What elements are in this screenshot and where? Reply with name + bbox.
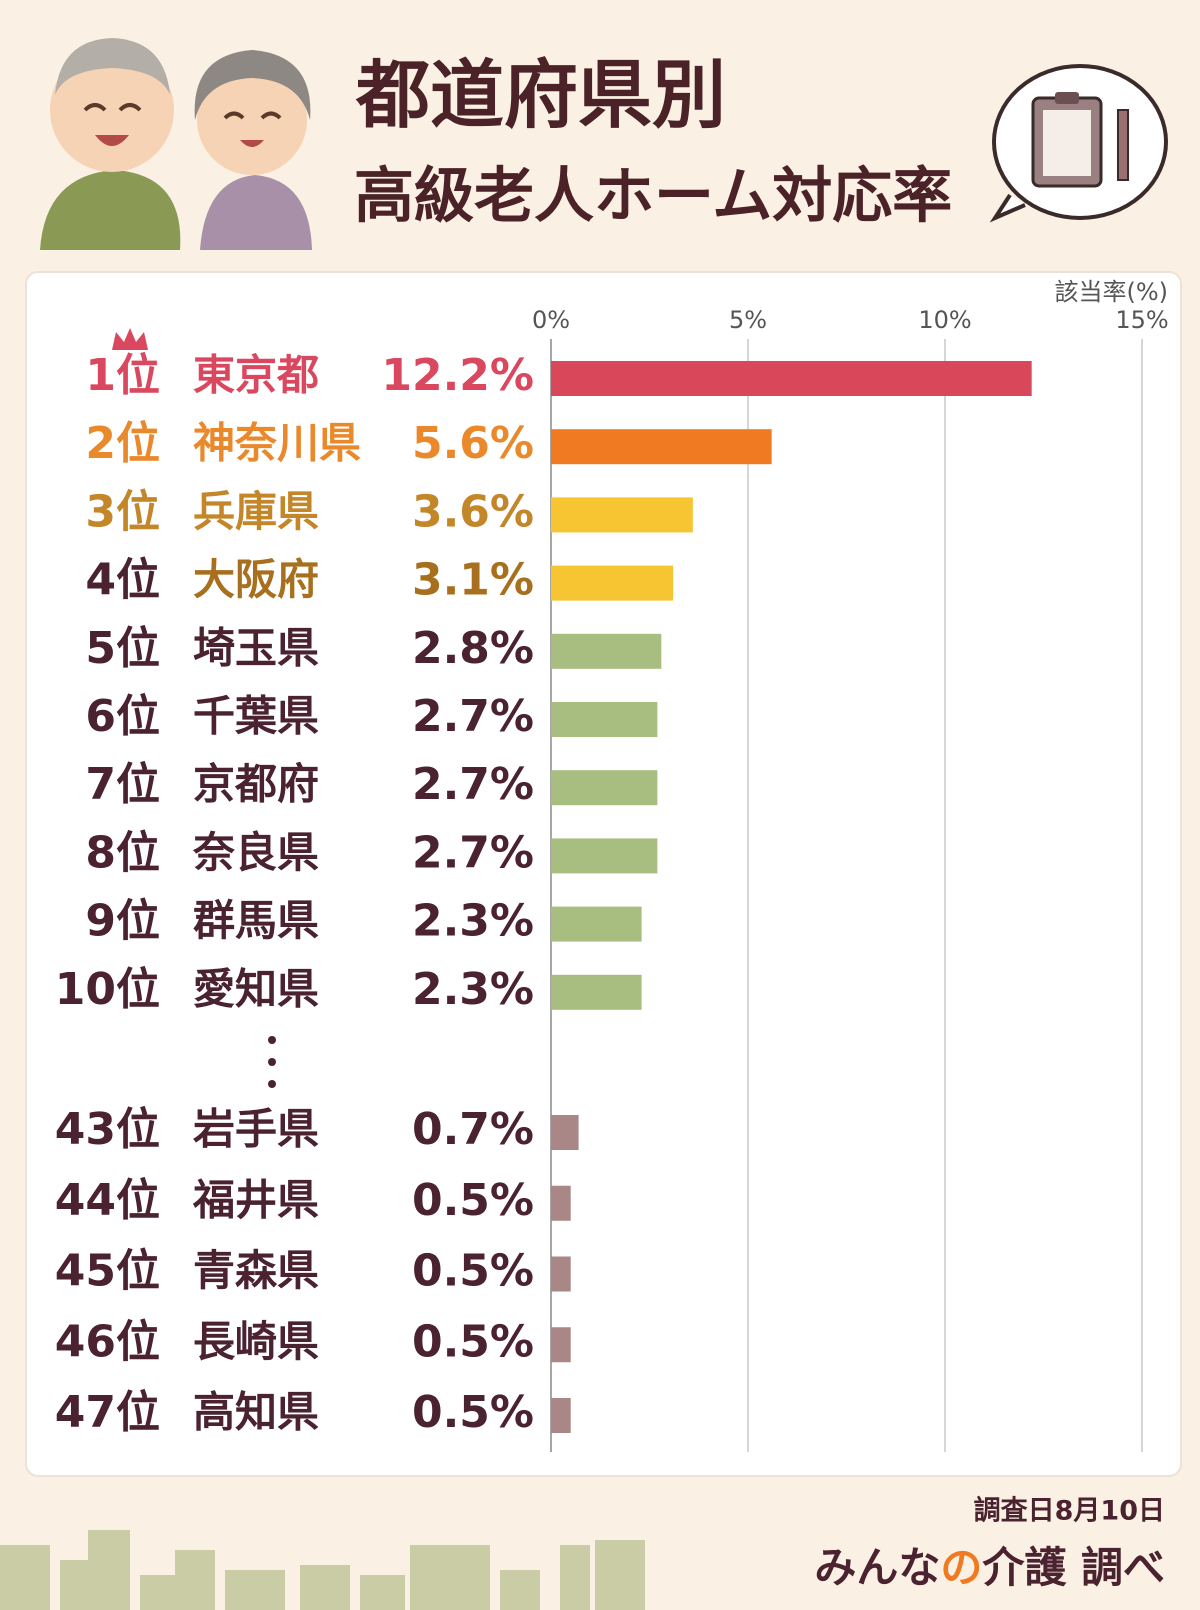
bar [551, 974, 642, 1010]
value-label: 12.2% [381, 350, 534, 401]
clipboard-icon [989, 64, 1168, 223]
rank-label: 43位 [55, 1104, 160, 1155]
axis-label: 該当率(%) [1054, 278, 1168, 306]
value-label: 3.1% [412, 555, 534, 606]
source-part: みんな [814, 1543, 940, 1592]
category-label: 京都府 [193, 760, 319, 809]
grandma-illustration [194, 50, 312, 250]
value-label: 2.3% [412, 964, 534, 1015]
rank-label: 3位 [85, 486, 160, 537]
value-label: 0.7% [412, 1104, 534, 1155]
bar [551, 565, 674, 601]
skyline [0, 1530, 645, 1610]
source: みんなの介護 調べ [814, 1543, 1165, 1592]
rank-label: 8位 [85, 827, 160, 878]
bar [551, 429, 772, 465]
value-label: 3.6% [412, 486, 534, 537]
x-tick-label: 15% [1115, 306, 1168, 334]
rank-label: 6位 [85, 691, 160, 742]
crown [112, 328, 148, 350]
rank-label: 44位 [55, 1175, 160, 1226]
bar [551, 633, 662, 669]
category-label: 兵庫県 [193, 487, 319, 536]
rank-label: 10位 [55, 964, 160, 1015]
rank-label: 4位 [85, 555, 160, 606]
bar [551, 361, 1032, 396]
category-label: 愛知県 [193, 964, 319, 1013]
x-tick-label: 0% [532, 306, 570, 334]
category-label: 群馬県 [193, 896, 319, 945]
rank-label: 45位 [55, 1246, 160, 1297]
value-label: 2.3% [412, 896, 534, 947]
category-label: 高知県 [193, 1388, 319, 1437]
rank-label: 9位 [85, 896, 160, 947]
category-label: 神奈川県 [193, 419, 361, 468]
value-label: 0.5% [412, 1387, 534, 1438]
x-tick-label: 5% [729, 306, 767, 334]
ellipsis [268, 1036, 276, 1088]
category-label: 長崎県 [193, 1317, 319, 1366]
category-label: 岩手県 [193, 1105, 319, 1154]
x-tick-label: 10% [918, 306, 971, 334]
bar [551, 770, 658, 806]
value-label: 5.6% [412, 418, 534, 469]
bar [551, 906, 642, 942]
category-label: 青森県 [193, 1246, 319, 1295]
category-label: 東京都 [193, 351, 319, 400]
bar [551, 838, 658, 874]
title-line-2: 高級老人ホーム対応率 [354, 162, 952, 232]
rank-label: 1位 [85, 350, 160, 401]
category-label: 千葉県 [193, 692, 319, 741]
rank-label: 7位 [85, 759, 160, 810]
source-part: の [940, 1543, 982, 1592]
value-label: 2.7% [412, 827, 534, 878]
value-label: 0.5% [412, 1246, 534, 1297]
rank-label: 2位 [85, 418, 160, 469]
value-label: 2.7% [412, 691, 534, 742]
bar [551, 702, 658, 737]
bar [551, 1398, 571, 1433]
rank-label: 47位 [55, 1387, 160, 1438]
bar [551, 1185, 571, 1221]
bar [551, 1327, 571, 1363]
grandpa-illustration [40, 38, 181, 250]
chart-panel [25, 271, 1182, 1477]
survey-date: 調査日8月10日 [974, 1495, 1165, 1527]
bar [551, 1256, 571, 1292]
value-label: 0.5% [412, 1316, 534, 1367]
value-label: 2.8% [412, 623, 534, 674]
bar [551, 1115, 579, 1150]
bar [551, 497, 693, 533]
category-label: 大阪府 [193, 555, 319, 604]
category-label: 埼玉県 [193, 623, 319, 672]
rank-label: 46位 [55, 1316, 160, 1367]
source-part: 介護 調べ [982, 1543, 1165, 1592]
value-label: 2.7% [412, 759, 534, 810]
value-label: 0.5% [412, 1175, 534, 1226]
category-label: 福井県 [192, 1175, 319, 1224]
category-label: 奈良県 [192, 828, 319, 877]
rank-label: 5位 [85, 623, 160, 674]
title-line-1: 都道府県別 [355, 53, 726, 139]
